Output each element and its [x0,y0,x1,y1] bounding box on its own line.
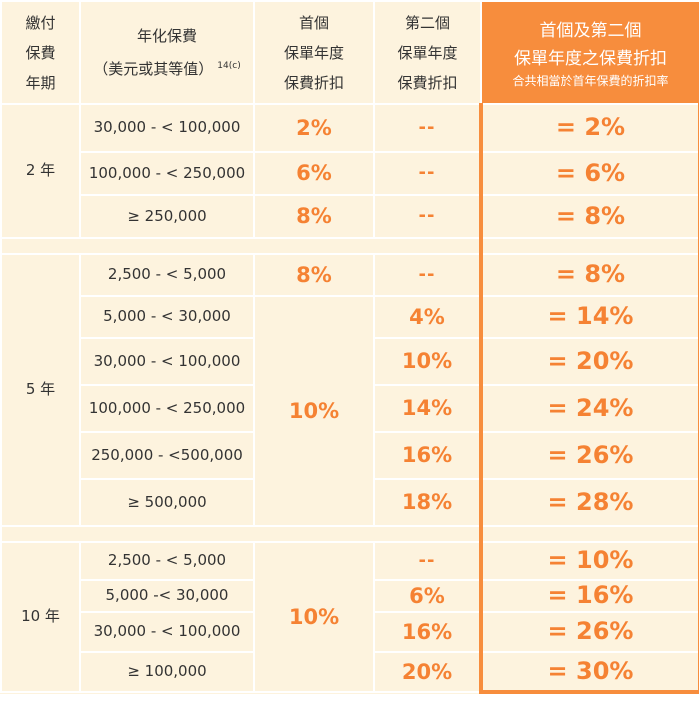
table-row: 100,000 - < 250,000 6% -- = 6% [1,151,699,196]
term-cell: 10 年 [0,541,81,693]
second-discount-cell: -- [373,541,482,581]
second-discount-cell: 14% [373,384,482,433]
first-discount-cell: 6% [253,151,375,196]
table-row: 10 年 2,500 - < 5,000 10% -- = 10% [0,541,699,693]
second-discount-cell: 16% [373,431,482,480]
table-row: 30,000 - < 100,000 16% = 26% [1,611,699,653]
header-payment-term: 繳付 保費 年期 [0,0,81,105]
table-row: ≥ 100,000 20% = 30% [1,651,699,694]
separator-total-cell [479,237,699,255]
table-row: 100,000 - < 250,000 14% = 24% [1,384,699,433]
second-discount-cell: 20% [373,651,482,693]
total-discount-cell: = 20% [479,337,699,386]
total-discount-cell: = 16% [479,579,699,613]
first-discount-merged-cell: 10% [253,295,375,527]
total-discount-cell: = 10% [479,541,699,581]
premium-cell: 250,000 - <500,000 [79,431,255,480]
table-row: 5,000 - < 30,000 10% 4% = 14% [1,295,699,527]
group-separator [0,525,699,543]
header-term-line2: 保費 [25,43,56,62]
total-discount-cell: = 30% [479,651,699,694]
total-discount-cell: = 28% [479,478,699,527]
header-second-year-discount: 第二個 保單年度 保費折扣 [373,0,482,105]
header-annualized-premium: 年化保費 （美元或其等值） 14(c) [79,0,255,105]
table-row: 5 年 2,500 - < 5,000 8% -- = 8% [0,253,699,527]
total-discount-cell: = 14% [479,295,699,339]
separator-total-cell [479,525,699,543]
header-total-line3: 合共相當於首年保費的折扣率 [512,73,669,88]
total-discount-cell: = 24% [479,384,699,433]
term-cell: 5 年 [0,253,81,527]
second-discount-cell: 6% [373,579,482,613]
premium-cell: ≥ 500,000 [79,478,255,527]
total-discount-cell: = 8% [479,253,699,297]
separator-cell [0,525,482,543]
second-discount-cell: 18% [373,478,482,527]
separator-cell [0,237,482,255]
first-discount-merged-cell: 10% [253,541,375,693]
header-first-year-discount: 首個 保單年度 保費折扣 [253,0,375,105]
header-term-line1: 繳付 [25,13,56,32]
total-discount-cell: = 6% [479,151,699,196]
table-row: 2 年 30,000 - < 100,000 2% -- = 2% [0,103,699,239]
second-discount-cell: 10% [373,337,482,386]
header-second-line1: 第二個 [404,13,450,32]
header-second-line3: 保費折扣 [397,73,458,92]
premium-cell: 30,000 - < 100,000 [79,337,255,386]
second-discount-cell: -- [373,151,482,196]
second-discount-cell: -- [373,253,482,297]
total-discount-cell: = 26% [479,611,699,653]
header-row: 繳付 保費 年期 年化保費 （美元或其等值） 14(c) 首個 保單年度 保費折扣… [0,0,699,105]
total-discount-cell: = 26% [479,431,699,480]
second-discount-cell: 4% [373,295,482,339]
table-row: 250,000 - <500,000 16% = 26% [1,431,699,480]
header-term-line3: 年期 [25,73,56,92]
term-cell: 2 年 [0,103,81,239]
first-discount-cell: 2% [253,103,375,153]
group-separator [0,237,699,255]
header-second-line2: 保單年度 [397,43,458,62]
header-premium-line1: 年化保費 [136,27,197,45]
premium-cell: 2,500 - < 5,000 [79,253,255,297]
header-premium-footnote: 14(c) [217,61,241,71]
first-discount-cell: 8% [253,194,375,239]
table-row: ≥ 250,000 8% -- = 8% [1,194,699,239]
premium-cell: 30,000 - < 100,000 [79,611,255,653]
header-premium-line2: （美元或其等值） 14(c) [81,51,253,84]
header-first-line1: 首個 [298,13,329,32]
table-row: 30,000 - < 100,000 10% = 20% [1,337,699,386]
header-total-line1: 首個及第二個 [539,20,642,41]
premium-cell: ≥ 250,000 [79,194,255,239]
table-row: ≥ 500,000 18% = 28% [1,478,699,527]
premium-cell: 100,000 - < 250,000 [79,151,255,196]
header-first-line2: 保單年度 [283,43,344,62]
premium-cell: ≥ 100,000 [79,651,255,693]
header-first-line3: 保費折扣 [283,73,344,92]
second-discount-cell: -- [373,103,482,153]
table-row: 5,000 -< 30,000 6% = 16% [1,579,699,613]
premium-cell: 2,500 - < 5,000 [79,541,255,581]
premium-cell: 5,000 - < 30,000 [79,295,255,339]
header-premium-currency: （美元或其等值） [93,60,214,78]
first-discount-cell: 8% [253,253,375,297]
premium-cell: 30,000 - < 100,000 [79,103,255,153]
premium-cell: 100,000 - < 250,000 [79,384,255,433]
premium-cell: 5,000 -< 30,000 [79,579,255,613]
second-discount-cell: -- [373,194,482,239]
total-discount-cell: = 8% [479,194,699,239]
header-total-line2: 保單年度之保費折扣 [514,48,667,69]
second-discount-cell: 16% [373,611,482,653]
total-discount-cell: = 2% [479,103,699,153]
header-total-discount: 首個及第二個 保單年度之保費折扣 合共相當於首年保費的折扣率 [480,0,699,105]
